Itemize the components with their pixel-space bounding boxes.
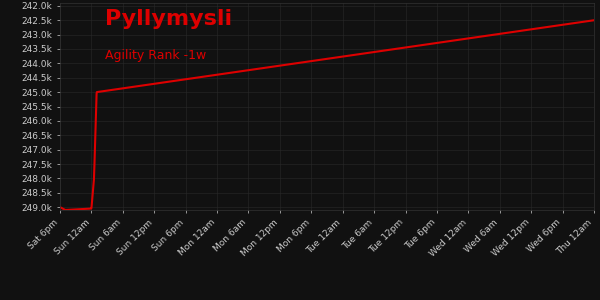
- Text: Agility Rank -1w: Agility Rank -1w: [106, 49, 206, 62]
- Text: Pyllymysli: Pyllymysli: [106, 9, 233, 29]
